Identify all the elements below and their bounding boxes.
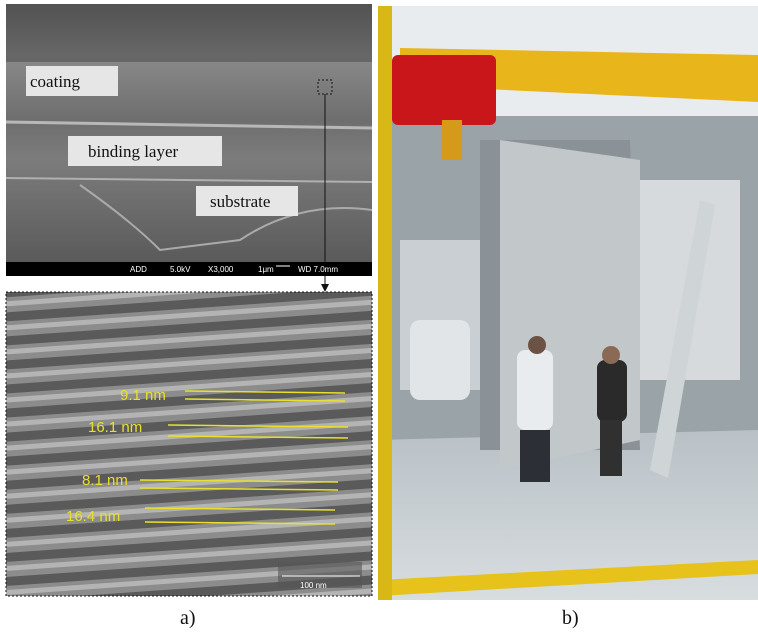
thickness-label: 8.1 nm [82, 472, 128, 489]
sem-info: 5.0kV [170, 265, 191, 274]
figure: coating binding layer substrate ADD 5.0k… [0, 0, 758, 632]
person-legs [520, 430, 550, 482]
thickness-label: 9.1 nm [120, 387, 166, 404]
sem-label: coating [30, 72, 81, 91]
tank [410, 320, 470, 400]
hoist [392, 55, 496, 125]
sem-info: X3,000 [208, 265, 234, 274]
sem-info: WD 7.0mm [298, 265, 338, 274]
sem-top [6, 4, 372, 62]
sem-label: binding layer [88, 142, 179, 161]
caption: a) [180, 607, 196, 629]
thickness-label: 16.4 nm [66, 508, 120, 525]
person-head [528, 336, 546, 354]
sem-info: 1μm [258, 265, 274, 274]
arrow-head [321, 284, 329, 292]
sem-label: substrate [210, 192, 270, 211]
person-legs [600, 420, 622, 476]
person [597, 360, 627, 422]
scale-label: 100 nm [300, 581, 327, 590]
rail [378, 6, 392, 600]
panel-b: b) [378, 6, 758, 629]
thickness-label: 16.1 nm [88, 419, 142, 436]
tem-image [6, 292, 372, 596]
caption: b) [562, 607, 579, 629]
hook [442, 120, 462, 160]
sem-info: ADD [130, 265, 147, 274]
person-head [602, 346, 620, 364]
panel-a: coating binding layer substrate ADD 5.0k… [6, 4, 372, 629]
person [517, 350, 553, 430]
